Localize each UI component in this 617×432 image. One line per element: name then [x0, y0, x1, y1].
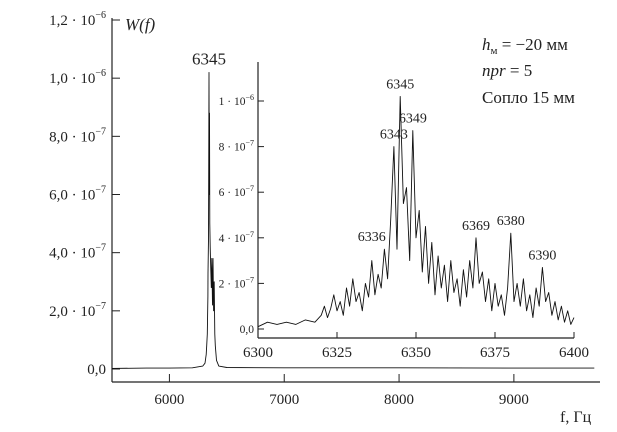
parameter-legend: hм = −20 мм npr = 5 Сопло 15 мм	[482, 35, 575, 107]
inset-y-tick-label: 6 · 10−7	[219, 184, 254, 199]
inset-x-tick-label: 6300	[243, 345, 273, 361]
main-chart: 0,0 2,0 · 10−7 4,0 · 10−7 6,0 · 10−7 8,0 · 1…	[49, 10, 600, 426]
inset-x-tick-label: 6400	[559, 345, 589, 361]
inset-peak-label: 6390	[528, 248, 556, 263]
param-npr-value: = 5	[506, 61, 533, 80]
inset-peak-label: 6349	[399, 112, 427, 127]
inset-x-ticks: 6300 6325 6350 6375 6400	[243, 332, 589, 361]
param-h-value: = −20 мм	[497, 35, 568, 54]
inset-peak-label: 6369	[462, 219, 490, 234]
inset-peak-label: 6345	[386, 77, 414, 92]
inset-y-tick-label: 1 · 10−6	[219, 93, 254, 108]
param-nozzle: Сопло 15 мм	[482, 88, 575, 107]
inset-y-tick-label: 0,0	[240, 324, 255, 336]
main-y-tick-label: 4,0 · 10−7	[49, 243, 106, 262]
main-x-tick-label: 7000	[269, 392, 299, 408]
inset-y-tick-label: 8 · 10−7	[219, 139, 254, 154]
main-spectrum-trace	[111, 71, 595, 369]
param-h-subscript: м	[491, 45, 498, 57]
main-y-ticks: 0,0 2,0 · 10−7 4,0 · 10−7 6,0 · 10−7 8,0 · 1…	[49, 10, 120, 378]
inset-x-tick-label: 6350	[401, 345, 431, 361]
inset-y-tick-label: 4 · 10−7	[219, 230, 254, 245]
inset-peak-label: 6343	[380, 128, 408, 143]
main-x-tick-label: 8000	[384, 392, 414, 408]
main-y-axis-label: W(f)	[125, 15, 156, 34]
inset-y-ticks: 0,0 2 · 10−7 4 · 10−7 6 · 10−7 8 · 10−7 1 · 1…	[219, 93, 264, 336]
inset-spectrum-trace	[257, 95, 575, 328]
inset-x-tick-label: 6375	[480, 345, 510, 361]
main-peak-label: 6345	[192, 49, 226, 68]
inset-chart: 0,0 2 · 10−7 4 · 10−7 6 · 10−7 8 · 10−7 1 · 1…	[219, 62, 589, 361]
main-x-axis-label: f, Гц	[560, 409, 592, 426]
param-npr-symbol: npr	[482, 61, 506, 80]
main-y-tick-label: 1,0 · 10−6	[49, 68, 106, 87]
main-x-ticks: 6000 7000 8000 9000	[154, 374, 529, 408]
svg-text:hм = −20 мм: hм = −20 мм	[482, 35, 568, 57]
inset-peak-labels: 6343 6345 6349 6336 6369 6380 6390	[358, 77, 557, 263]
param-h-symbol: h	[482, 35, 491, 54]
main-x-tick-label: 6000	[154, 392, 184, 408]
svg-text:npr = 5: npr = 5	[482, 61, 532, 80]
main-y-tick-label: 1,2 · 10−6	[49, 10, 106, 29]
inset-peak-label: 6380	[497, 214, 525, 229]
main-y-tick-label: 8,0 · 10−7	[49, 126, 106, 145]
main-x-tick-label: 9000	[499, 392, 529, 408]
inset-x-tick-label: 6325	[322, 345, 352, 361]
main-y-tick-label: 0,0	[87, 362, 106, 378]
inset-y-tick-label: 2 · 10−7	[219, 275, 254, 290]
main-y-tick-label: 2,0 · 10−7	[49, 301, 106, 320]
inset-peak-label: 6336	[358, 230, 386, 245]
main-y-tick-label: 6,0 · 10−7	[49, 185, 106, 204]
